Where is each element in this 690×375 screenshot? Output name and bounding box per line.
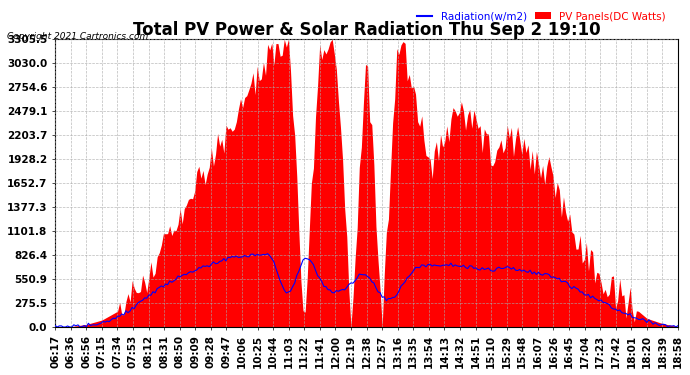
Text: Copyright 2021 Cartronics.com: Copyright 2021 Cartronics.com — [7, 32, 148, 41]
Title: Total PV Power & Solar Radiation Thu Sep 2 19:10: Total PV Power & Solar Radiation Thu Sep… — [132, 21, 600, 39]
Legend: Radiation(w/m2), PV Panels(DC Watts): Radiation(w/m2), PV Panels(DC Watts) — [413, 7, 670, 26]
